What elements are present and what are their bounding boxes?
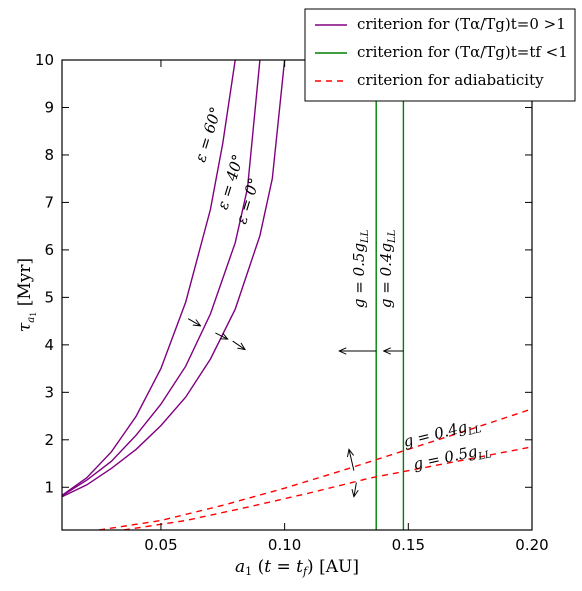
y-tick-label: 10 — [35, 51, 54, 69]
series-line-1 — [62, 60, 261, 497]
legend: criterion for (Tα/Tg)t=0 >1 criterion for… — [304, 8, 576, 102]
plot-frame — [61, 59, 533, 531]
series-line-0 — [62, 60, 236, 496]
y-tick-label: 7 — [44, 193, 54, 211]
y-axis-label: τa1 [Myr] — [15, 258, 38, 332]
x-tick-label: 0.10 — [268, 536, 301, 554]
annotation-label-4: g = 0.4gLL — [377, 229, 398, 308]
legend-label-1: criterion for (Tα/Tg)t=tf <1 — [357, 43, 568, 61]
y-tick-label: 5 — [44, 288, 54, 306]
series-line-6 — [123, 446, 532, 530]
x-tick-label: 0.05 — [144, 536, 177, 554]
legend-label-2: criterion for adiabaticity — [357, 71, 544, 89]
x-tick-label: 0.20 — [515, 536, 548, 554]
arrow-1 — [215, 332, 227, 339]
y-tick-label: 1 — [44, 478, 54, 496]
arrow-0 — [187, 318, 200, 326]
series-line-5 — [98, 408, 532, 530]
y-tick-label: 4 — [44, 336, 54, 354]
y-tick-label: 9 — [44, 98, 54, 116]
arrow-5 — [349, 449, 355, 471]
legend-box — [304, 8, 576, 102]
annotation-label-3: g = 0.5gLL — [350, 229, 371, 308]
arrow-6 — [354, 482, 356, 497]
y-tick-label: 3 — [44, 383, 54, 401]
x-tick-label: 0.15 — [392, 536, 425, 554]
x-axis-label: a1 (t = tf) [AU] — [235, 557, 359, 578]
y-tick-label: 2 — [44, 431, 54, 449]
y-tick-label: 8 — [44, 146, 54, 164]
legend-label-0: criterion for (Tα/Tg)t=0 >1 — [357, 15, 566, 33]
y-tick-label: 6 — [44, 241, 54, 259]
arrow-2 — [232, 340, 245, 350]
series-line-2 — [62, 60, 286, 498]
